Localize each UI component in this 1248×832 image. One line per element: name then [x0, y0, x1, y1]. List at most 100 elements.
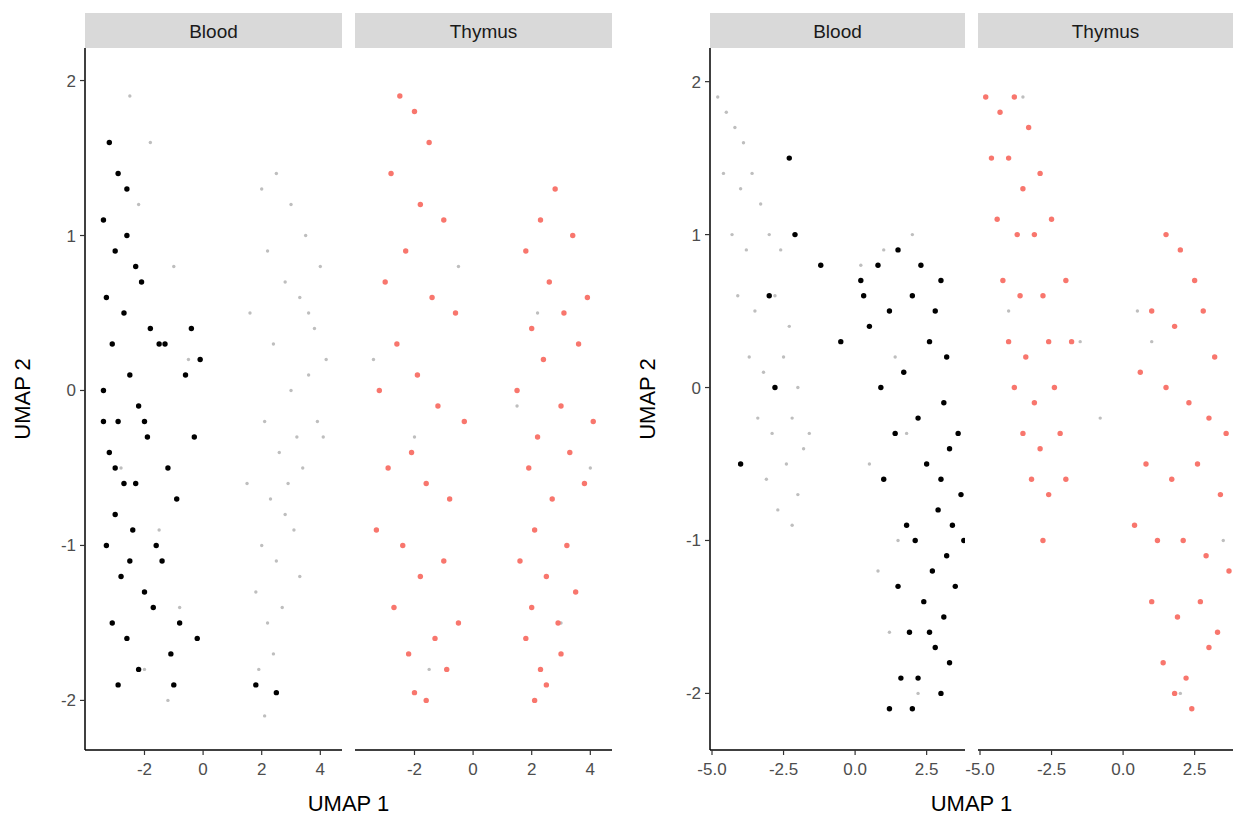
point	[295, 435, 298, 438]
point	[197, 357, 202, 362]
point	[266, 249, 269, 252]
x-tick-label: 2	[527, 760, 536, 779]
point	[950, 522, 955, 527]
point	[1032, 400, 1037, 405]
point	[591, 419, 596, 424]
x-tick	[1051, 750, 1052, 755]
point	[118, 574, 123, 579]
point	[893, 355, 896, 358]
x-tick	[414, 750, 415, 755]
point	[281, 606, 284, 609]
plot-area	[983, 94, 1232, 711]
point	[515, 404, 518, 407]
point	[124, 636, 129, 641]
point	[435, 403, 440, 408]
point	[1012, 385, 1017, 390]
point	[1212, 354, 1217, 359]
point	[756, 416, 759, 419]
x-axis-title: UMAP 1	[308, 791, 390, 816]
point	[263, 420, 266, 423]
point	[112, 512, 117, 517]
point	[907, 630, 912, 635]
point	[429, 295, 434, 300]
x-axis-title: UMAP 1	[931, 791, 1013, 816]
point	[1063, 477, 1068, 482]
point	[412, 690, 417, 695]
point	[397, 93, 402, 98]
x-tick-label: 0	[198, 760, 207, 779]
point	[192, 434, 197, 439]
point	[145, 434, 150, 439]
point	[997, 110, 1002, 115]
point	[183, 372, 188, 377]
point	[119, 466, 122, 469]
point	[143, 668, 146, 671]
point	[867, 324, 872, 329]
point	[189, 326, 194, 331]
point	[266, 621, 269, 624]
point	[104, 543, 109, 548]
point	[316, 420, 319, 423]
point	[1186, 400, 1191, 405]
point	[958, 492, 963, 497]
point	[298, 296, 301, 299]
point	[765, 478, 768, 481]
point	[1149, 308, 1154, 313]
point	[773, 294, 776, 297]
point	[269, 497, 272, 500]
point	[162, 341, 167, 346]
point	[1136, 309, 1139, 312]
x-tick-label: 4	[316, 760, 325, 779]
x-tick	[783, 750, 784, 755]
point	[564, 543, 569, 548]
x-tick	[979, 750, 980, 755]
point	[136, 667, 141, 672]
point	[415, 372, 420, 377]
point	[898, 675, 903, 680]
point	[544, 574, 549, 579]
series	[101, 140, 279, 696]
point	[1040, 538, 1045, 543]
point	[1063, 278, 1068, 283]
point	[112, 248, 117, 253]
point	[961, 538, 965, 543]
point	[165, 465, 170, 470]
point	[253, 682, 258, 687]
point	[391, 605, 396, 610]
point	[424, 698, 429, 703]
point	[432, 636, 437, 641]
point	[547, 279, 552, 284]
point	[427, 668, 430, 671]
point	[275, 559, 278, 562]
y-tick	[705, 540, 710, 541]
point	[1183, 675, 1188, 680]
point	[915, 415, 920, 420]
point	[725, 111, 728, 114]
point	[1099, 416, 1102, 419]
point	[110, 341, 115, 346]
point	[921, 599, 926, 604]
point	[304, 234, 307, 237]
point	[582, 481, 587, 486]
point	[910, 293, 915, 298]
facet-title: Thymus	[450, 21, 518, 42]
point	[1026, 125, 1031, 130]
y-tick	[705, 234, 710, 235]
x-tick-label: -2	[407, 760, 422, 779]
point	[941, 400, 946, 405]
x-tick-label: -2.5	[769, 760, 798, 779]
point	[532, 527, 537, 532]
point	[257, 668, 260, 671]
point	[388, 171, 393, 176]
y-tick	[705, 387, 710, 388]
point	[195, 636, 200, 641]
point	[319, 265, 322, 268]
point	[115, 682, 120, 687]
point	[745, 248, 748, 251]
point	[983, 94, 988, 99]
x-tick	[531, 750, 532, 755]
point	[403, 248, 408, 253]
x-tick-label: 4	[586, 760, 595, 779]
point	[453, 310, 458, 315]
point	[462, 419, 467, 424]
